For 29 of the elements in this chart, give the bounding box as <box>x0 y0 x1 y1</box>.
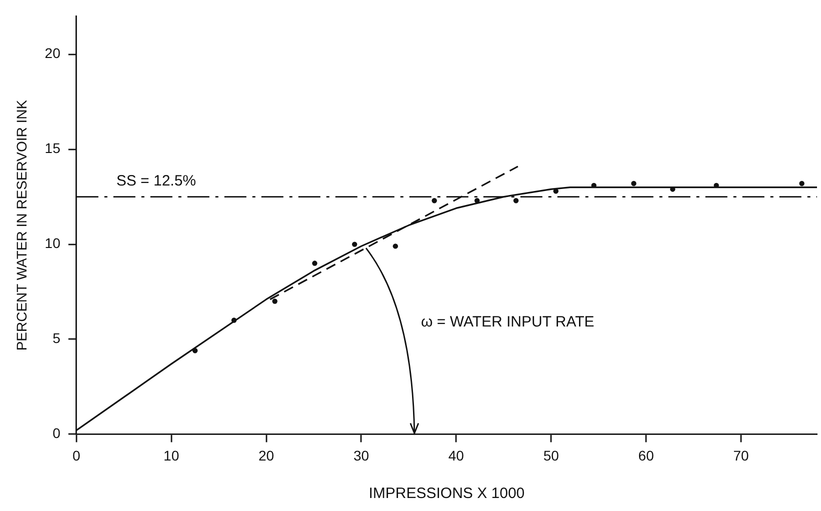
point <box>352 242 358 247</box>
x-tick-label: 30 <box>353 447 370 464</box>
y-tick-label: 0 <box>52 425 61 442</box>
y-tick-label: 5 <box>52 330 61 346</box>
x-tick-label: 50 <box>543 447 560 464</box>
x-tick-label: 10 <box>164 447 180 464</box>
point <box>392 244 398 249</box>
point <box>192 348 198 354</box>
point <box>432 198 437 204</box>
point <box>272 298 278 304</box>
point <box>474 198 480 204</box>
point <box>553 188 558 194</box>
y-tick-label: 15 <box>44 140 61 156</box>
point <box>513 198 519 204</box>
point <box>631 180 636 186</box>
y-tick-label: 20 <box>44 45 61 62</box>
x-tick-label: 70 <box>733 447 750 464</box>
x-tick-label: 60 <box>638 447 654 464</box>
x-tick-label: 20 <box>258 447 274 464</box>
x-tick-label: 40 <box>448 447 464 464</box>
annotation: ω = WATER INPUT RATE <box>421 313 594 330</box>
point <box>312 260 318 266</box>
y-tick-label: 10 <box>44 235 61 252</box>
x-tick-label: 0 <box>72 447 80 464</box>
point <box>231 318 237 323</box>
ref-line-label: SS = 12.5% <box>116 172 196 190</box>
x-axis-title: IMPRESSIONS X 1000 <box>368 485 525 502</box>
y-axis-title: PERCENT WATER IN RESERVOIR INK <box>13 99 30 351</box>
point <box>799 180 804 186</box>
